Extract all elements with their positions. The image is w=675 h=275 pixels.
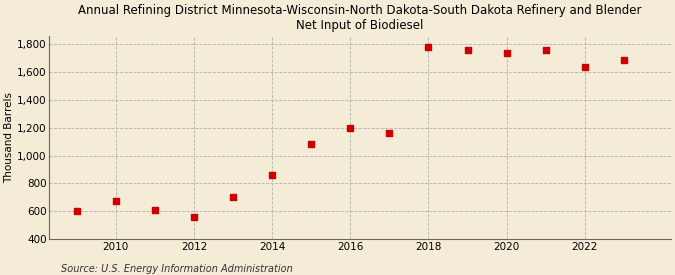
Point [384,130,395,135]
Point [227,195,238,199]
Point [345,126,356,130]
Point [111,199,122,204]
Point [618,57,629,62]
Point [541,48,551,52]
Point [267,173,277,177]
Title: Annual Refining District Minnesota-Wisconsin-North Dakota-South Dakota Refinery : Annual Refining District Minnesota-Wisco… [78,4,642,32]
Y-axis label: Thousand Barrels: Thousand Barrels [4,92,14,183]
Point [306,142,317,147]
Point [462,48,473,52]
Point [72,209,82,213]
Point [579,65,590,70]
Point [502,51,512,55]
Point [149,207,160,212]
Text: Source: U.S. Energy Information Administration: Source: U.S. Energy Information Administ… [61,264,292,274]
Point [423,45,434,50]
Point [188,214,199,219]
